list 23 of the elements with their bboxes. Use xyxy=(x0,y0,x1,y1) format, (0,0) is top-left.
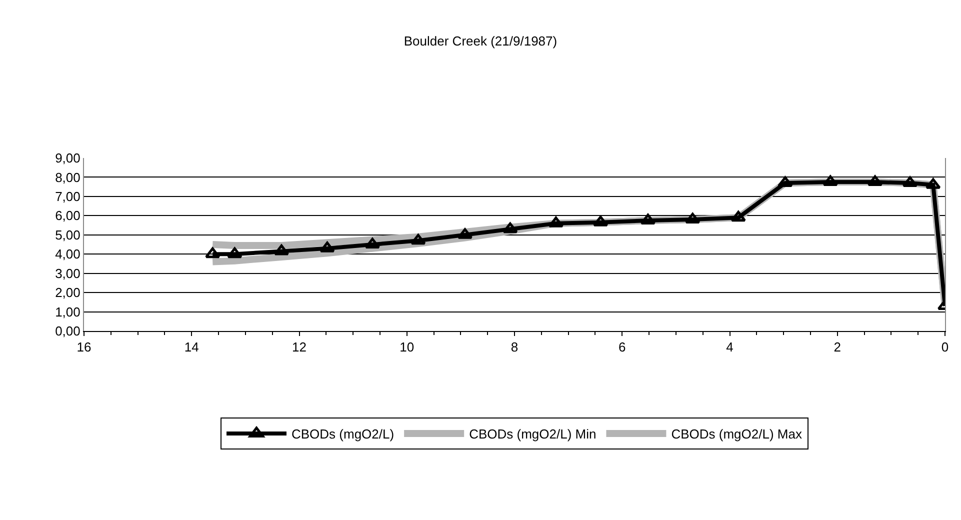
legend-label: CBODs (mgO2/L) xyxy=(292,426,394,442)
legend-label: CBODs (mgO2/L) Max xyxy=(671,426,802,442)
y-tick-label: 7,00 xyxy=(55,188,80,204)
y-tick-label: 0,00 xyxy=(55,324,80,339)
x-tick-label: 10 xyxy=(400,340,414,355)
y-tick-label: 8,00 xyxy=(55,170,80,185)
y-tick-label: 6,00 xyxy=(55,208,80,224)
x-tick-label: 2 xyxy=(834,340,841,355)
x-tick-label: 6 xyxy=(618,340,626,355)
chart-title: Boulder Creek (21/9/1987) xyxy=(404,34,558,48)
x-tick-label: 14 xyxy=(184,340,199,355)
x-tick-label: 8 xyxy=(510,340,518,355)
x-tick-label: 12 xyxy=(292,340,306,355)
y-tick-label: 9,00 xyxy=(55,150,80,166)
y-tick-label: 2,00 xyxy=(55,285,80,300)
legend-label: CBODs (mgO2/L) Min xyxy=(469,426,596,442)
y-tick-label: 5,00 xyxy=(55,227,80,242)
x-tick-label: 16 xyxy=(76,340,92,355)
y-tick-label: 4,00 xyxy=(55,246,80,262)
y-tick-label: 3,00 xyxy=(55,266,80,281)
y-tick-label: 1,00 xyxy=(55,304,80,320)
x-tick-label: 0 xyxy=(941,340,949,355)
x-tick-label: 4 xyxy=(726,340,734,355)
